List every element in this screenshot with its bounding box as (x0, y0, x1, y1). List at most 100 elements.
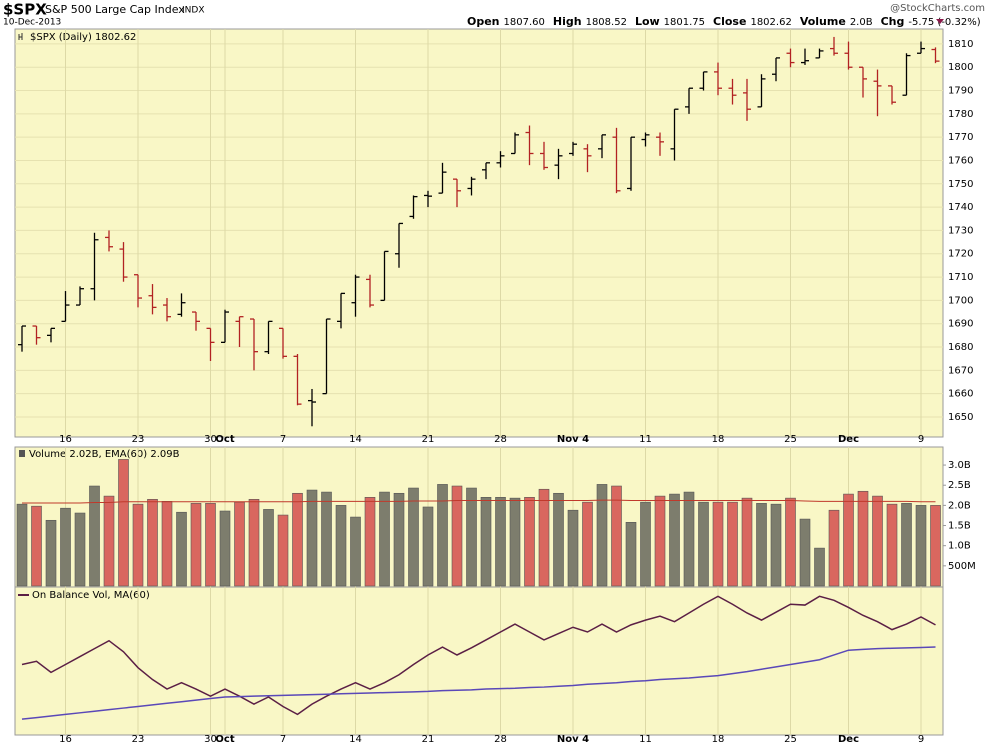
y-tick-label: 1740 (948, 202, 973, 213)
x-tick-label: 30 (204, 434, 217, 445)
y-tick-label: 1650 (948, 412, 973, 423)
y-tick-label: 500M (948, 561, 976, 572)
volume-bar (161, 501, 173, 587)
x-tick-label: 18 (712, 734, 725, 744)
volume-bar (89, 485, 100, 587)
volume-bar (814, 547, 825, 587)
x-tick-label: 11 (639, 434, 652, 445)
x-tick-label: 28 (494, 434, 507, 445)
stat-value: 1801.75 (664, 17, 705, 28)
x-tick-label: 23 (132, 734, 145, 744)
volume-bar (756, 503, 767, 587)
volume-bar (683, 491, 695, 587)
x-tick-label: 14 (349, 734, 362, 744)
volume-bar (553, 492, 564, 587)
y-tick-label: 1.0B (948, 541, 971, 552)
volume-bar (741, 497, 753, 587)
volume-bar (364, 497, 376, 587)
volume-bar (393, 492, 405, 587)
stat-label: Low (635, 15, 660, 28)
stat-label: Close (713, 15, 746, 28)
y-tick-label: 1770 (948, 132, 973, 143)
y-tick-label: 1680 (948, 342, 973, 353)
obv-legend: On Balance Vol, MA(60) (32, 590, 150, 601)
stat-label: Volume (800, 15, 846, 28)
x-tick-label: Dec (838, 434, 859, 445)
source: @StockCharts.com (890, 3, 985, 14)
y-tick-label: 1810 (948, 39, 973, 50)
x-tick-label: Nov 4 (557, 434, 589, 445)
volume-bar (538, 488, 550, 587)
stat-label: High (553, 15, 582, 28)
x-tick-label: 11 (639, 734, 652, 744)
volume-bar (785, 497, 796, 587)
volume-bar (770, 503, 782, 587)
volume-bar (408, 487, 419, 587)
x-tick-label: 25 (784, 734, 797, 744)
volume-bar (118, 459, 129, 587)
volume-bar (480, 497, 492, 587)
x-tick-label: 7 (280, 434, 286, 445)
y-tick-label: 1670 (948, 365, 973, 376)
volume-bar (799, 518, 811, 587)
volume-bar (350, 516, 361, 587)
volume-bar (74, 512, 86, 587)
y-tick-label: 1.5B (948, 521, 971, 532)
volume-bar (611, 485, 622, 587)
volume-bar (524, 497, 535, 587)
series-line (21, 595, 936, 716)
volume-bar (930, 505, 941, 587)
volume-bar (60, 507, 71, 587)
date: 10-Dec-2013 (3, 18, 61, 28)
volume-bar (16, 503, 28, 587)
symbol: $SPX (3, 1, 47, 19)
x-tick-label: Dec (838, 734, 859, 744)
volume-bar (843, 493, 854, 587)
x-tick-label: 16 (59, 434, 72, 445)
x-tick-label: Oct (215, 734, 234, 744)
volume-bar (263, 509, 274, 587)
y-tick-label: 1780 (948, 109, 973, 120)
volume-bar (379, 491, 390, 587)
volume-bar (872, 495, 883, 587)
volume-bar (567, 509, 579, 587)
volume-bar (828, 509, 840, 587)
series-line (21, 646, 936, 720)
x-tick-label: 25 (784, 434, 797, 445)
volume-bar (669, 493, 680, 587)
x-tick-label: 30 (204, 734, 217, 744)
y-tick-label: 1790 (948, 86, 973, 97)
y-tick-label: 3.0B (948, 460, 971, 471)
stat-value: 1802.62 (750, 17, 791, 28)
x-tick-label: Nov 4 (557, 734, 589, 744)
volume-bar (654, 495, 666, 587)
volume-bar (306, 489, 318, 587)
volume-bar (292, 492, 303, 587)
y-tick-label: 2.5B (948, 480, 971, 491)
price-panel (14, 28, 944, 438)
x-tick-label: 9 (918, 734, 924, 744)
volume-bar (625, 522, 637, 587)
volume-bar (176, 511, 187, 587)
volume-bar (132, 503, 144, 587)
volume-bar (495, 497, 506, 587)
x-tick-label: 28 (494, 734, 507, 744)
volume-bar (857, 490, 869, 587)
y-tick-label: 1710 (948, 272, 973, 283)
volume-bar (31, 505, 42, 587)
y-tick-label: 1700 (948, 295, 973, 306)
y-tick-label: 2.0B (948, 500, 971, 511)
volume-bar (234, 501, 245, 587)
down-arrow (936, 19, 944, 24)
x-tick-label: 18 (712, 434, 725, 445)
volume-bar (640, 501, 651, 587)
volume-bar (190, 503, 202, 587)
x-tick-label: 14 (349, 434, 362, 445)
volume-bar (335, 505, 347, 587)
exchange: INDX (182, 6, 204, 16)
volume-bar (422, 506, 434, 587)
volume-bar (582, 501, 593, 587)
volume-bar (219, 510, 231, 587)
y-tick-label: 1750 (948, 179, 973, 190)
